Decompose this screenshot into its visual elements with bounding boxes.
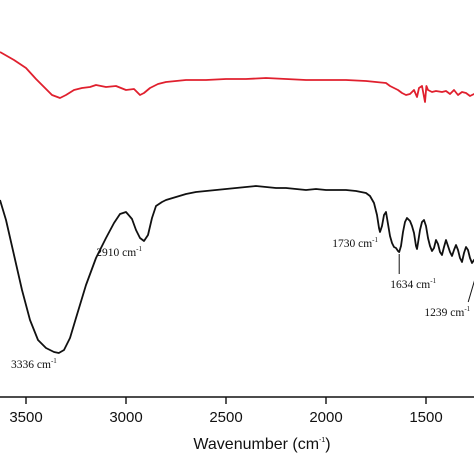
x-tick-label: 3000 — [109, 409, 142, 426]
spectrum-line-2 — [0, 185, 474, 354]
spectrum-line-1 — [0, 51, 474, 103]
peak-annotation-label: 1634 cm-1 — [390, 277, 436, 291]
x-tick-label: 1500 — [409, 409, 442, 426]
x-tick-label: 3500 — [9, 409, 42, 426]
peak-annotations: 3336 cm-1 2910 cm-1 1730 cm-1 1634 cm-1 1239… — [11, 236, 474, 371]
plot-area — [0, 51, 474, 354]
annotation-leader-line — [467, 280, 474, 303]
peak-annotation-label: 2910 cm-1 — [96, 245, 142, 259]
peak-annotation-label: 1730 cm-1 — [332, 236, 378, 250]
x-tick-label: 2000 — [309, 409, 342, 426]
x-axis-ticks: 3500 3000 2500 2000 1500 — [9, 397, 443, 426]
x-axis-title: Wavenumber (cm-1) — [193, 436, 330, 453]
peak-annotation-label: 3336 cm-1 — [11, 357, 57, 371]
x-tick-label: 2500 — [209, 409, 242, 426]
peak-annotation-label: 1239 cm-1 — [424, 305, 470, 319]
